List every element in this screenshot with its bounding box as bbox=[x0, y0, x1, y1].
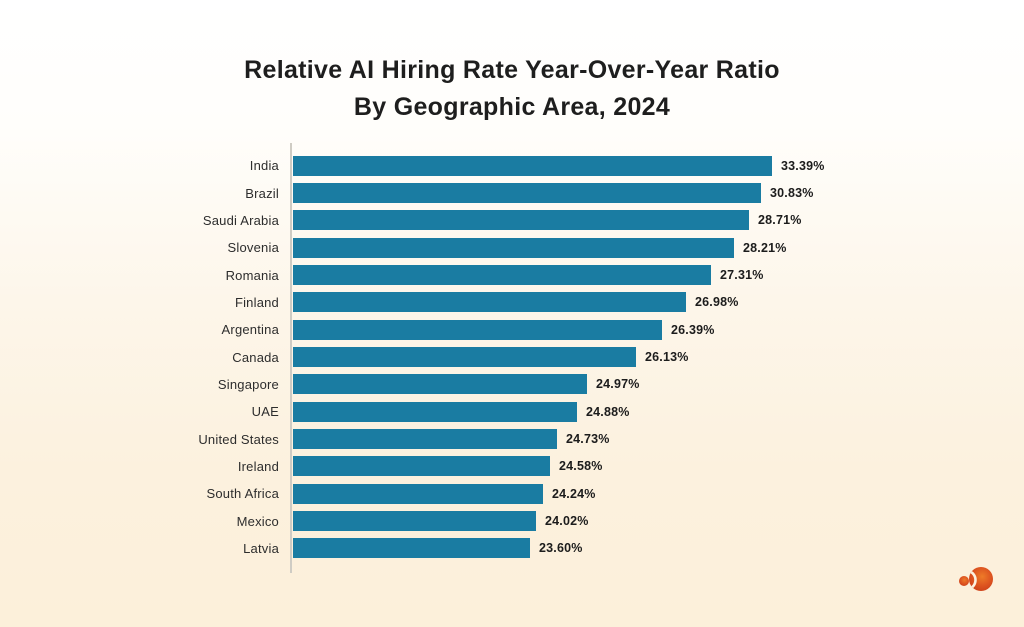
value-label: 28.21% bbox=[743, 240, 787, 255]
category-label: Slovenia bbox=[227, 240, 279, 256]
logo-crescent-gap bbox=[969, 569, 977, 591]
category-label: Romania bbox=[225, 267, 279, 283]
bar-row: Romania 27.31% bbox=[0, 261, 1024, 288]
value-label: 28.71% bbox=[758, 213, 802, 228]
value-label: 33.39% bbox=[781, 158, 825, 173]
bar bbox=[293, 374, 587, 395]
value-label: 23.60% bbox=[539, 541, 583, 556]
bar bbox=[293, 347, 636, 368]
chart-title-line1: Relative AI Hiring Rate Year-Over-Year R… bbox=[244, 56, 780, 84]
category-label: Argentina bbox=[221, 322, 279, 338]
category-label: Finland bbox=[234, 294, 279, 310]
value-label: 24.24% bbox=[552, 486, 596, 501]
category-label: Saudi Arabia bbox=[202, 212, 279, 228]
bar bbox=[293, 483, 543, 504]
logo-small-dot bbox=[959, 576, 969, 586]
bar bbox=[293, 210, 749, 231]
bar-row: Argentina 26.39% bbox=[0, 316, 1024, 343]
bar bbox=[293, 265, 711, 286]
bar bbox=[293, 538, 530, 559]
bar bbox=[293, 429, 557, 450]
value-label: 26.98% bbox=[695, 295, 739, 310]
bar-row: Canada 26.13% bbox=[0, 343, 1024, 370]
value-label: 26.39% bbox=[671, 322, 715, 337]
category-label: Mexico bbox=[236, 513, 279, 529]
value-label: 24.58% bbox=[559, 459, 603, 474]
bar bbox=[293, 183, 761, 204]
bar-row: Brazil 30.83% bbox=[0, 179, 1024, 206]
bar-row: South Africa 24.24% bbox=[0, 480, 1024, 507]
value-label: 24.88% bbox=[586, 404, 630, 419]
category-label: Singapore bbox=[217, 376, 279, 392]
category-label: Latvia bbox=[243, 540, 279, 556]
bar bbox=[293, 401, 577, 422]
bar-rows: India 33.39% Brazil 30.83% Saudi Arabia 28.71… bbox=[0, 152, 1024, 562]
chart-title-line2: By Geographic Area, 2024 bbox=[353, 93, 671, 121]
bar-row: Ireland 24.58% bbox=[0, 453, 1024, 480]
value-label: 24.73% bbox=[566, 432, 610, 447]
bar-row: India 33.39% bbox=[0, 152, 1024, 179]
category-label: South Africa bbox=[206, 486, 279, 502]
bar-row: Mexico 24.02% bbox=[0, 507, 1024, 534]
bar bbox=[293, 155, 772, 176]
bar-row: Latvia 23.60% bbox=[0, 535, 1024, 562]
bar bbox=[293, 511, 536, 532]
bar bbox=[293, 292, 686, 313]
value-label: 30.83% bbox=[770, 186, 814, 201]
brand-logo-icon bbox=[959, 567, 993, 591]
bar bbox=[293, 319, 662, 340]
category-label: Brazil bbox=[245, 185, 279, 201]
value-label: 24.02% bbox=[545, 514, 589, 529]
y-axis-line bbox=[290, 143, 292, 573]
category-label: UAE bbox=[251, 404, 279, 420]
bar-row: Saudi Arabia 28.71% bbox=[0, 207, 1024, 234]
value-label: 26.13% bbox=[645, 350, 689, 365]
chart-title: Relative AI Hiring Rate Year-Over-Year R… bbox=[0, 52, 1024, 126]
bar-row: Singapore 24.97% bbox=[0, 371, 1024, 398]
value-label: 27.31% bbox=[720, 268, 764, 283]
value-label: 24.97% bbox=[596, 377, 640, 392]
bar bbox=[293, 237, 734, 258]
category-label: India bbox=[249, 158, 279, 174]
category-label: United States bbox=[198, 431, 279, 447]
category-label: Canada bbox=[232, 349, 279, 365]
category-label: Ireland bbox=[237, 458, 279, 474]
bar-row: United States 24.73% bbox=[0, 425, 1024, 452]
bar-row: UAE 24.88% bbox=[0, 398, 1024, 425]
bar-row: Slovenia 28.21% bbox=[0, 234, 1024, 261]
bar-row: Finland 26.98% bbox=[0, 289, 1024, 316]
bar bbox=[293, 456, 550, 477]
